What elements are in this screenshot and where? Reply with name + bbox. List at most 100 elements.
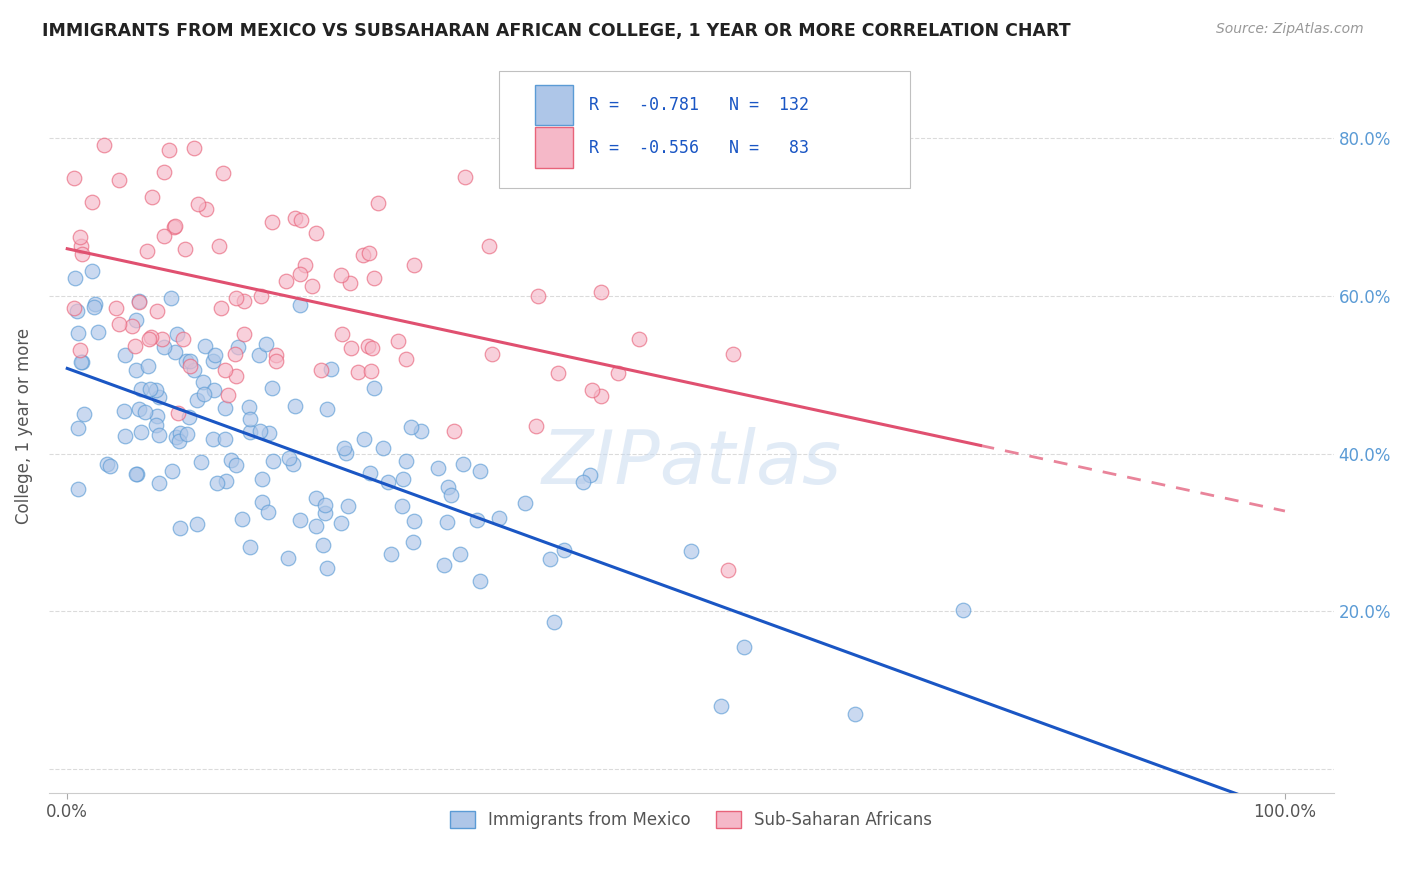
Point: [72, 355, 94, 369]
Point: [513, 496, 536, 510]
Point: [250, 289, 273, 303]
Point: [402, 514, 425, 528]
Point: [183, 363, 205, 377]
Point: [62, 301, 84, 315]
Point: [305, 519, 328, 533]
Point: [256, 337, 278, 351]
Point: [63, 171, 86, 186]
Point: [844, 707, 866, 722]
Point: [152, 340, 174, 354]
Point: [290, 213, 312, 227]
Point: [204, 348, 226, 362]
Point: [352, 248, 374, 262]
Point: [128, 401, 150, 416]
Point: [361, 341, 384, 355]
Point: [128, 294, 150, 309]
Point: [250, 471, 273, 485]
Point: [312, 539, 335, 553]
Point: [124, 362, 146, 376]
Point: [277, 551, 299, 566]
Point: [290, 513, 312, 527]
Point: [179, 354, 201, 368]
Point: [165, 430, 187, 444]
Point: [290, 298, 312, 312]
Point: [330, 327, 353, 342]
Point: [125, 467, 148, 481]
Point: [316, 402, 339, 417]
Point: [148, 475, 170, 490]
Point: [141, 189, 163, 203]
Point: [278, 450, 301, 465]
Point: [329, 268, 352, 283]
Point: [465, 513, 488, 527]
Point: [186, 393, 208, 408]
Text: ZIPatlas: ZIPatlas: [541, 426, 841, 499]
Point: [553, 543, 575, 558]
Point: [129, 382, 152, 396]
Point: [166, 406, 188, 420]
Point: [239, 411, 262, 425]
Point: [194, 339, 217, 353]
Point: [176, 427, 198, 442]
Point: [627, 332, 650, 346]
Point: [339, 276, 361, 290]
Point: [264, 348, 287, 362]
Point: [96, 457, 118, 471]
Point: [183, 141, 205, 155]
Point: [250, 495, 273, 509]
Point: [238, 400, 260, 414]
Point: [288, 268, 311, 282]
Point: [125, 313, 148, 327]
Point: [681, 544, 703, 558]
Point: [190, 455, 212, 469]
Point: [211, 166, 233, 180]
Point: [153, 228, 176, 243]
Point: [721, 346, 744, 360]
Point: [124, 339, 146, 353]
FancyBboxPatch shape: [499, 70, 910, 188]
Point: [257, 505, 280, 519]
Point: [108, 173, 131, 187]
Point: [225, 291, 247, 305]
Point: [247, 348, 270, 362]
Point: [152, 164, 174, 178]
Legend: Immigrants from Mexico, Sub-Saharan Africans: Immigrants from Mexico, Sub-Saharan Afri…: [443, 804, 939, 836]
Point: [488, 510, 510, 524]
Point: [301, 279, 323, 293]
Point: [226, 340, 249, 354]
Point: [717, 563, 740, 577]
Point: [367, 196, 389, 211]
Point: [481, 347, 503, 361]
Point: [162, 219, 184, 234]
Point: [139, 330, 162, 344]
Text: R =  -0.556   N =   83: R = -0.556 N = 83: [589, 138, 808, 157]
Point: [239, 540, 262, 554]
Point: [478, 239, 501, 253]
Point: [202, 432, 225, 446]
Point: [93, 137, 115, 152]
Point: [177, 410, 200, 425]
Point: [209, 301, 232, 315]
Point: [260, 381, 283, 395]
Point: [67, 420, 90, 434]
Point: [232, 327, 254, 342]
Point: [538, 552, 561, 566]
Point: [710, 698, 733, 713]
Point: [202, 353, 225, 368]
Point: [73, 407, 96, 421]
Point: [174, 242, 197, 256]
Point: [172, 332, 194, 346]
Point: [66, 483, 89, 497]
Point: [66, 304, 89, 318]
Point: [69, 239, 91, 253]
Point: [135, 244, 157, 258]
Point: [186, 516, 208, 531]
FancyBboxPatch shape: [534, 128, 574, 168]
Point: [436, 480, 458, 494]
Point: [333, 441, 356, 455]
Point: [733, 640, 755, 654]
Point: [179, 359, 201, 374]
Point: [395, 454, 418, 468]
Point: [145, 383, 167, 397]
Point: [547, 367, 569, 381]
